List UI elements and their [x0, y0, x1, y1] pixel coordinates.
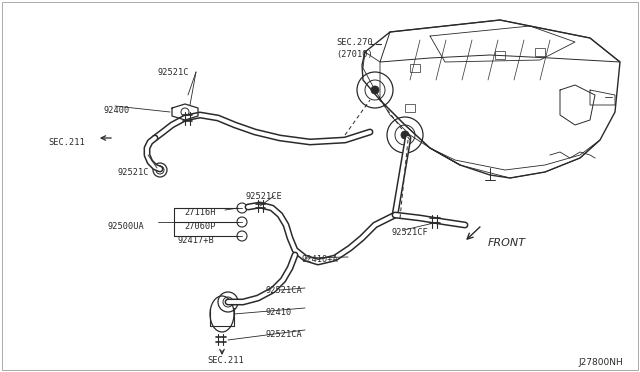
Circle shape	[401, 131, 409, 139]
Text: 92521CE: 92521CE	[246, 192, 283, 201]
Text: 92521CF: 92521CF	[392, 228, 429, 237]
Text: FRONT: FRONT	[488, 238, 526, 248]
Bar	[410, 64, 420, 72]
Text: 92521CA: 92521CA	[265, 286, 301, 295]
Bar	[495, 51, 505, 59]
Text: 27060P: 27060P	[184, 222, 216, 231]
Text: 27116H: 27116H	[184, 208, 216, 217]
Circle shape	[153, 163, 167, 177]
Text: 92521CA: 92521CA	[265, 330, 301, 339]
Bar	[405, 104, 415, 112]
Text: 92400: 92400	[103, 106, 129, 115]
Text: 92410: 92410	[265, 308, 291, 317]
Text: SEC.211: SEC.211	[48, 138, 84, 147]
Circle shape	[371, 86, 379, 94]
Text: (27010): (27010)	[336, 50, 372, 59]
Text: 92521C: 92521C	[158, 68, 189, 77]
Text: 92521C: 92521C	[118, 168, 150, 177]
Text: 92417+B: 92417+B	[178, 236, 215, 245]
Text: J27800NH: J27800NH	[578, 358, 623, 367]
Circle shape	[218, 292, 238, 312]
Text: 92500UA: 92500UA	[108, 222, 145, 231]
Text: 92410+A: 92410+A	[301, 255, 338, 264]
Text: SEC.211: SEC.211	[207, 356, 244, 365]
Text: SEC.270: SEC.270	[336, 38, 372, 47]
Bar	[535, 48, 545, 56]
